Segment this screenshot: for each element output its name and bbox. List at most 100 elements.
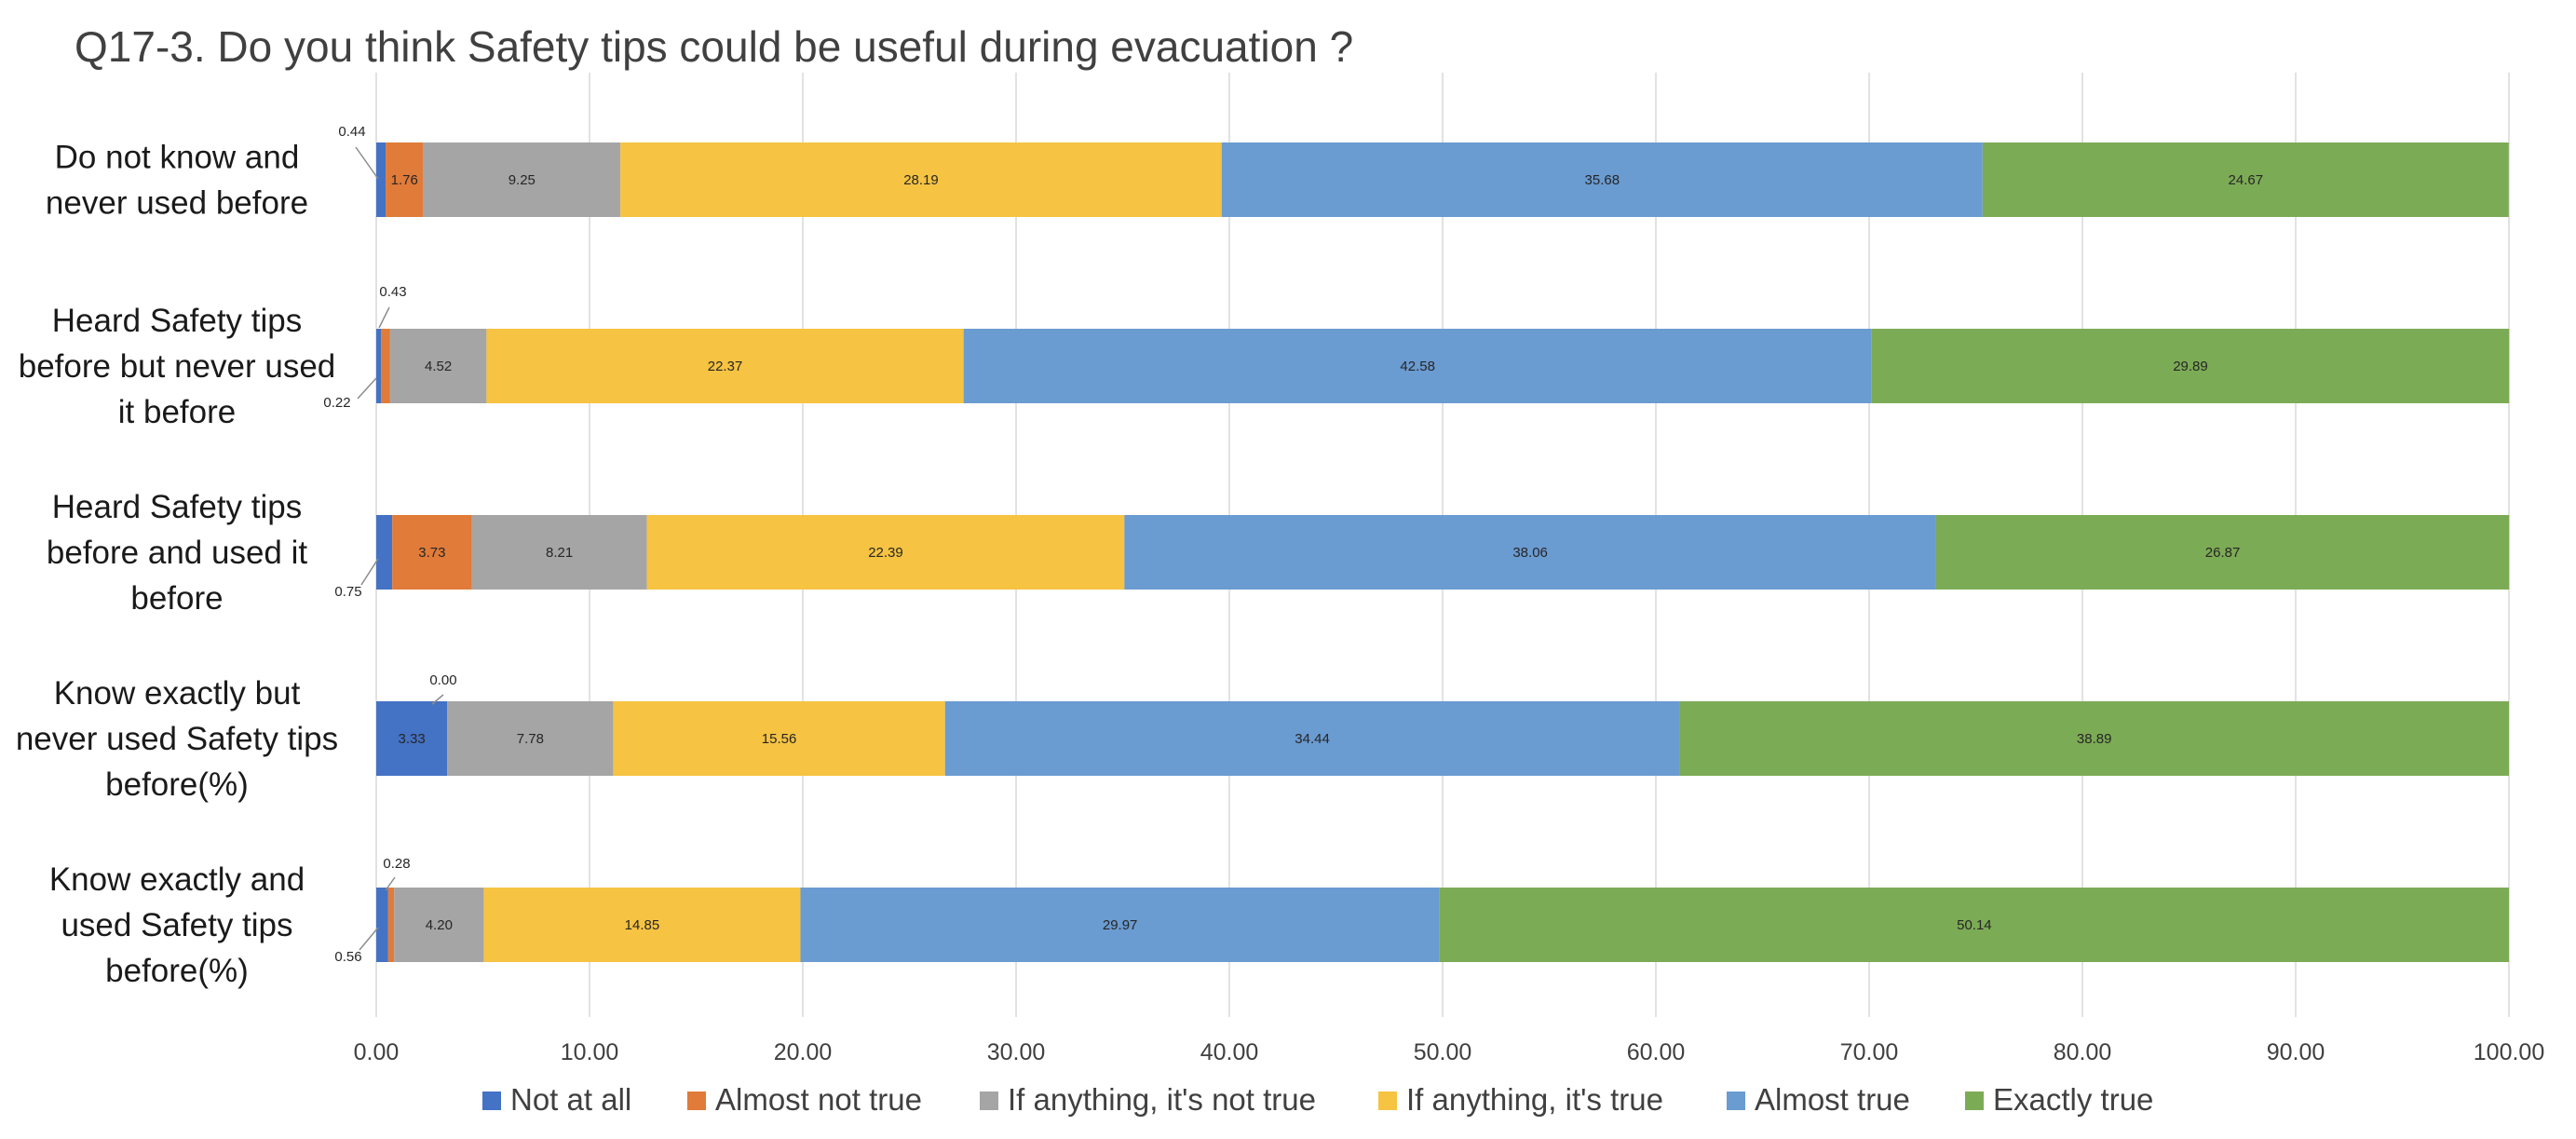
bar-segment (471, 515, 647, 590)
x-tick-label: 60.00 (1627, 1039, 1686, 1065)
bar-segment (486, 329, 964, 403)
x-tick-label: 20.00 (774, 1039, 833, 1065)
callout-leader (360, 558, 379, 586)
data-label: 26.87 (2205, 545, 2241, 561)
legend-item[interactable]: Not at all (482, 1082, 631, 1117)
legend-label: Almost true (1755, 1082, 1910, 1117)
legend-swatch (482, 1092, 501, 1110)
legend-swatch (687, 1092, 706, 1110)
data-label: 22.39 (868, 545, 903, 561)
bar-segment (392, 515, 472, 590)
x-tick-label: 90.00 (2267, 1039, 2325, 1065)
data-label: 0.43 (379, 284, 406, 300)
category-label: before (130, 580, 223, 617)
legend-item[interactable]: Exactly true (1965, 1082, 2153, 1117)
x-tick-label: 40.00 (1200, 1039, 1259, 1065)
bar-segment (423, 142, 621, 217)
category-label: never used before (46, 185, 308, 222)
data-label: 0.75 (334, 584, 361, 600)
legend-swatch (980, 1092, 998, 1110)
bar-segment (613, 701, 945, 776)
category-label: never used Safety tips (16, 721, 338, 757)
category-label: Know exactly but (54, 675, 301, 712)
bar-segment (376, 701, 448, 776)
data-label: 22.37 (708, 359, 743, 374)
bar-segment (1221, 142, 1983, 217)
legend-label: Exactly true (1993, 1082, 2153, 1117)
data-label: 24.67 (2229, 172, 2264, 188)
bar-segment (963, 329, 1872, 403)
data-label: 0.22 (323, 395, 350, 411)
bar-segment (1439, 888, 2509, 962)
data-label: 29.89 (2173, 359, 2208, 374)
bar-segment (1124, 515, 1936, 590)
category-label: before and used it (47, 535, 307, 571)
bar-segment (447, 701, 614, 776)
category-label: it before (118, 394, 236, 430)
data-label: 34.44 (1295, 731, 1330, 747)
category-label: used Safety tips (61, 907, 292, 943)
callout-leader (357, 377, 377, 400)
x-tick-label: 80.00 (2054, 1039, 2112, 1065)
bar-segment (483, 888, 801, 962)
data-label: 4.52 (425, 359, 452, 374)
legend-label: Almost not true (715, 1082, 922, 1117)
legend-swatch (1727, 1092, 1745, 1110)
callout-leader (385, 876, 396, 891)
x-tick-label: 30.00 (987, 1039, 1046, 1065)
legend[interactable]: Not at all Almost not true If anything, it… (482, 1082, 2153, 1117)
data-label: 35.68 (1585, 172, 1620, 188)
category-label: before(%) (105, 766, 249, 803)
data-label: 29.97 (1103, 917, 1138, 933)
bar-segment (646, 515, 1125, 590)
data-label: 3.33 (399, 731, 426, 747)
data-label: 15.56 (762, 731, 797, 747)
data-label: 14.85 (625, 917, 660, 933)
data-label: 0.56 (334, 949, 361, 965)
legend-label: If anything, it's not true (1008, 1082, 1316, 1117)
x-tick-label: 70.00 (1840, 1039, 1899, 1065)
legend-label: Not at all (510, 1082, 631, 1117)
data-label: 50.14 (1957, 917, 1992, 933)
category-label: Heard Safety tips (52, 489, 302, 525)
callout-leader (378, 306, 390, 329)
legend-item[interactable]: Almost true (1727, 1082, 1910, 1117)
data-label: 7.78 (517, 731, 544, 747)
data-label: 1.76 (391, 172, 418, 188)
small-value-callouts: 0.44 0.22 0.43 0.75 0.00 0.56 0.28 (323, 124, 456, 965)
data-label: 8.21 (546, 545, 573, 561)
data-label: 38.89 (2077, 731, 2112, 747)
legend-swatch (1378, 1092, 1397, 1110)
bar-segment (387, 888, 395, 962)
category-label: Do not know and (55, 140, 300, 176)
bar-segment (800, 888, 1440, 962)
data-label: 3.73 (418, 545, 445, 561)
bar-segment (376, 515, 393, 590)
category-label: before but never used (19, 348, 336, 385)
callout-leader (431, 694, 444, 705)
data-label: 0.00 (429, 672, 456, 688)
data-label: 0.44 (338, 124, 365, 140)
bars: 1.76 9.25 28.19 35.68 24.67 4.52 22.37 42.58 29.… (376, 142, 2510, 962)
legend-item[interactable]: Almost not true (687, 1082, 922, 1117)
chart-title: Q17-3. Do you think Safety tips could be… (75, 22, 1353, 71)
data-label: 4.20 (426, 917, 453, 933)
data-label: 42.58 (1400, 359, 1435, 374)
bar-segment (376, 142, 386, 217)
bar-segment (1679, 701, 2509, 776)
bar-segment (394, 888, 484, 962)
bar-segment (620, 142, 1222, 217)
legend-item[interactable]: If anything, it's not true (980, 1082, 1316, 1117)
legend-item[interactable]: If anything, it's true (1378, 1082, 1663, 1117)
data-label: 28.19 (903, 172, 939, 188)
legend-swatch (1965, 1092, 1984, 1110)
x-tick-label: 0.00 (354, 1039, 400, 1065)
bar-segment (376, 888, 388, 962)
bar-segment (1982, 142, 2509, 217)
bar-segment (386, 142, 424, 217)
x-tick-label: 50.00 (1414, 1039, 1472, 1065)
data-label: 0.28 (383, 856, 410, 872)
legend-label: If anything, it's true (1406, 1082, 1663, 1117)
